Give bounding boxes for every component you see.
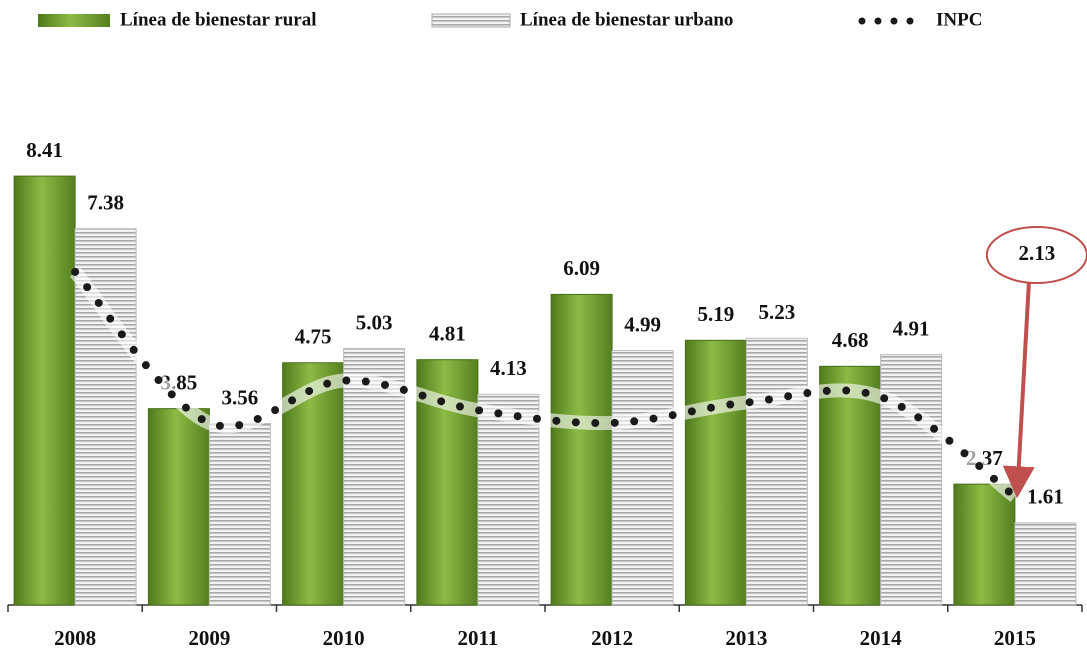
data-label: 5.19 [698, 302, 735, 326]
legend-swatch [38, 14, 110, 27]
data-label: 6.09 [563, 256, 600, 280]
bar [550, 293, 613, 606]
data-label: 4.99 [624, 312, 661, 336]
data-label: 5.23 [759, 300, 796, 324]
bar [1014, 522, 1077, 606]
annotation-label: 2.13 [1019, 241, 1056, 265]
bar [208, 422, 271, 606]
x-tick-label: 2013 [725, 626, 767, 650]
legend-label: Línea de bienestar rural [120, 9, 317, 30]
data-label: 4.81 [429, 322, 466, 346]
x-tick-label: 2008 [54, 626, 96, 650]
bar [477, 393, 540, 606]
data-label: 1.61 [1027, 485, 1064, 509]
data-label: 4.91 [893, 316, 930, 340]
bar [147, 408, 210, 606]
legend-label: Línea de bienestar urbano [520, 9, 733, 30]
bar [880, 354, 943, 606]
data-label: 4.68 [832, 328, 869, 352]
legend: Línea de bienestar rural Línea de bienes… [38, 9, 982, 30]
annotation-arrow [1002, 282, 1035, 499]
data-label: 7.38 [87, 190, 124, 214]
legend-label: INPC [936, 9, 982, 30]
bar [684, 339, 747, 606]
legend-swatch [431, 13, 511, 28]
data-label: 3.56 [222, 385, 259, 409]
x-tick-label: 2010 [323, 626, 365, 650]
bar [745, 337, 808, 606]
data-label: 8.41 [26, 138, 63, 162]
data-label: 4.13 [490, 356, 527, 380]
x-tick-label: 2014 [860, 626, 903, 650]
data-label: 5.03 [356, 310, 393, 334]
bar [611, 350, 674, 606]
bar [953, 483, 1016, 606]
data-label: 4.75 [295, 325, 332, 349]
x-tick-label: 2012 [591, 626, 633, 650]
bar [13, 175, 76, 606]
x-tick-label: 2009 [188, 626, 230, 650]
x-tick-label: 2015 [994, 626, 1036, 650]
bar [819, 365, 882, 606]
line [71, 267, 1019, 501]
x-tick-label: 2011 [457, 626, 498, 650]
